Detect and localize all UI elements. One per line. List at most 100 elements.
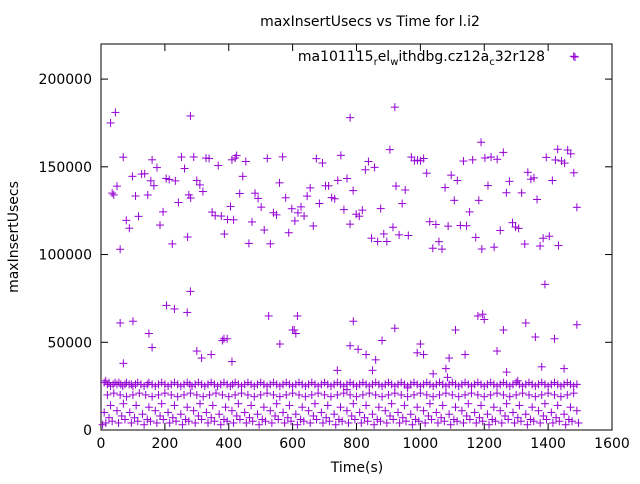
legend-marker — [571, 53, 579, 61]
data-point — [216, 420, 225, 429]
data-point — [307, 378, 316, 387]
data-point — [395, 418, 404, 427]
data-point — [499, 325, 508, 334]
data-point — [524, 390, 533, 399]
data-point — [461, 378, 470, 387]
data-point — [422, 378, 431, 387]
data-point — [365, 389, 374, 398]
data-point — [266, 406, 275, 415]
data-point — [493, 382, 502, 391]
data-point — [485, 420, 494, 429]
data-point — [425, 217, 434, 226]
data-point — [379, 229, 388, 238]
data-point — [529, 173, 538, 182]
data-point — [109, 389, 118, 398]
data-point — [569, 382, 578, 391]
data-point — [389, 415, 398, 424]
data-point — [572, 406, 581, 415]
data-point — [409, 390, 418, 399]
data-point — [371, 355, 380, 364]
data-point — [563, 378, 572, 387]
data-point — [100, 408, 109, 417]
data-point — [419, 350, 428, 359]
data-point — [434, 237, 443, 246]
data-point — [342, 406, 351, 415]
data-point — [303, 192, 312, 201]
data-point — [324, 181, 333, 190]
data-point — [128, 172, 137, 181]
data-point — [244, 239, 253, 248]
data-point — [561, 420, 570, 429]
data-point — [499, 378, 508, 387]
data-point — [165, 418, 174, 427]
data-point — [148, 155, 157, 164]
data-point — [219, 415, 228, 424]
data-point — [275, 392, 284, 401]
data-point — [470, 408, 479, 417]
data-point — [517, 188, 526, 197]
data-point — [336, 151, 345, 160]
data-point — [318, 158, 327, 167]
data-point — [211, 389, 220, 398]
data-point — [248, 417, 257, 426]
data-point — [164, 382, 173, 391]
data-point — [120, 415, 129, 424]
data-point — [112, 406, 121, 415]
data-point — [467, 389, 476, 398]
data-point — [330, 410, 339, 419]
data-point — [134, 212, 143, 221]
data-point — [186, 193, 195, 202]
x-tick-label: 1200 — [466, 436, 502, 452]
data-point — [450, 196, 459, 205]
axis-ticks: 0 200 400 600 800 1000 1200 1400 1600 0 50000 10000… — [39, 44, 630, 452]
data-point — [157, 378, 166, 387]
data-point — [240, 408, 249, 417]
data-point — [101, 376, 110, 385]
data-point — [508, 218, 517, 227]
data-point — [490, 243, 499, 252]
data-point — [542, 415, 551, 424]
data-point — [529, 417, 538, 426]
data-point — [448, 378, 457, 387]
data-point — [290, 325, 299, 334]
data-point — [493, 155, 502, 164]
data-point — [512, 378, 521, 387]
data-point — [548, 418, 557, 427]
data-point — [397, 390, 406, 399]
data-point — [533, 195, 542, 204]
data-point — [382, 418, 391, 427]
data-point — [114, 418, 123, 427]
data-point — [283, 413, 292, 422]
data-point — [171, 176, 180, 185]
data-point — [330, 194, 339, 203]
data-point — [310, 399, 319, 408]
x-tick-label: 1600 — [594, 436, 630, 452]
data-point — [363, 417, 372, 426]
data-point — [191, 418, 200, 427]
data-point — [443, 373, 452, 382]
data-point — [181, 415, 190, 424]
data-point — [365, 382, 374, 391]
data-point — [563, 390, 572, 399]
data-point — [140, 169, 149, 178]
data-point — [143, 190, 152, 199]
data-point — [537, 378, 546, 387]
data-point — [344, 418, 353, 427]
data-point — [192, 347, 201, 356]
data-point — [144, 403, 153, 412]
data-point — [569, 168, 578, 177]
data-point — [395, 230, 404, 239]
data-point — [116, 318, 125, 327]
data-point — [465, 415, 474, 424]
legend: ma101115relwithdbg.cz12ac32r128 — [298, 49, 579, 68]
data-point — [255, 420, 264, 429]
data-point — [349, 399, 358, 408]
data-point — [459, 157, 468, 166]
data-point — [108, 417, 117, 426]
data-point — [170, 401, 179, 410]
data-point — [553, 401, 562, 410]
data-point — [306, 183, 315, 192]
data-point — [540, 280, 549, 289]
data-point — [170, 378, 179, 387]
data-point — [465, 207, 474, 216]
